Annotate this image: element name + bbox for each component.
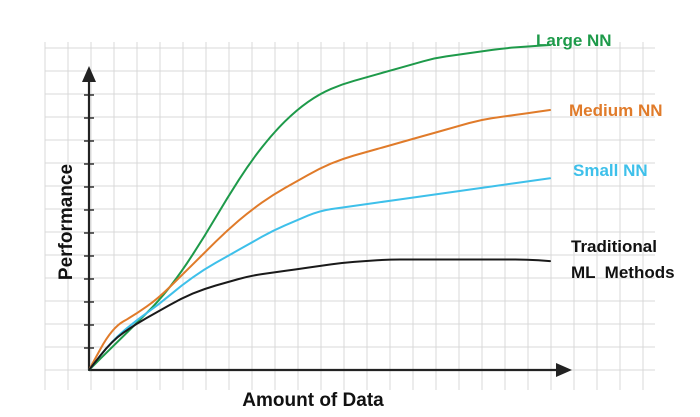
series-label-traditional-ml-methods: Traditional — [571, 237, 657, 256]
series-label-small-nn: Small NN — [573, 161, 648, 180]
series-labels: Large NN Medium NN Small NN Traditional ML M… — [536, 31, 675, 282]
x-axis-label: Amount of Data — [242, 390, 384, 411]
series-label-traditional-ml-methods: ML Methods — [571, 263, 675, 282]
series-line-traditional-ml-methods — [88, 258, 551, 371]
y-axis-label: Performance — [56, 164, 77, 280]
series-line-medium-nn — [88, 109, 551, 371]
x-axis-arrow — [556, 363, 572, 377]
series-line-large-nn — [88, 44, 551, 371]
y-axis-arrow — [82, 66, 96, 82]
y-axis-ticks — [84, 94, 94, 349]
series-line-small-nn — [88, 177, 551, 371]
axes — [82, 66, 572, 377]
series-label-large-nn: Large NN — [536, 31, 612, 50]
grid — [44, 42, 655, 390]
series-lines — [88, 44, 551, 371]
series-label-medium-nn: Medium NN — [569, 101, 663, 120]
